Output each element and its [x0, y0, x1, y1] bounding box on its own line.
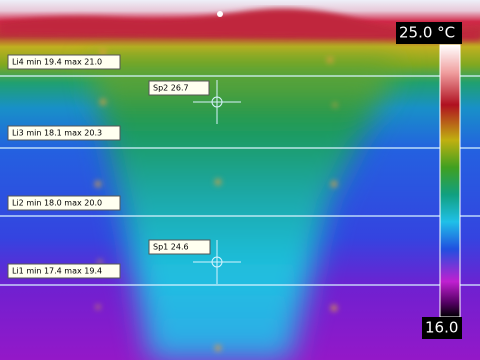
spot-crosshair — [193, 80, 241, 124]
line-label-text: Li3 min 18.1 max 20.3 — [12, 129, 102, 138]
hot-dot — [217, 11, 223, 17]
spot-label-text: Sp1 24.6 — [153, 243, 189, 252]
line-label-text: Li2 min 18.0 max 20.0 — [12, 199, 102, 208]
spot-label: Sp1 24.6 — [148, 239, 211, 255]
scale-min: 16.0 — [425, 319, 458, 337]
measure-lines — [0, 75, 480, 286]
scale-max: 25.0 °C — [399, 24, 455, 42]
line-label: Li2 min 18.0 max 20.0 — [7, 195, 121, 211]
spot-crosshair — [193, 240, 241, 284]
line-label: Li1 min 17.4 max 19.4 — [7, 263, 121, 279]
hot-band — [0, 8, 480, 40]
color-scale — [439, 44, 461, 318]
line-label-text: Li4 min 19.4 max 21.0 — [12, 58, 102, 67]
scale-max-box — [396, 22, 462, 44]
spot-label-text: Sp2 26.7 — [153, 84, 189, 93]
line-label: Li4 min 19.4 max 21.0 — [7, 54, 121, 70]
scale-min-box — [422, 317, 462, 339]
spot-label: Sp2 26.7 — [148, 80, 210, 96]
line-label: Li3 min 18.1 max 20.3 — [7, 125, 121, 141]
line-label-text: Li1 min 17.4 max 19.4 — [12, 267, 102, 276]
hot-dots — [95, 49, 337, 351]
